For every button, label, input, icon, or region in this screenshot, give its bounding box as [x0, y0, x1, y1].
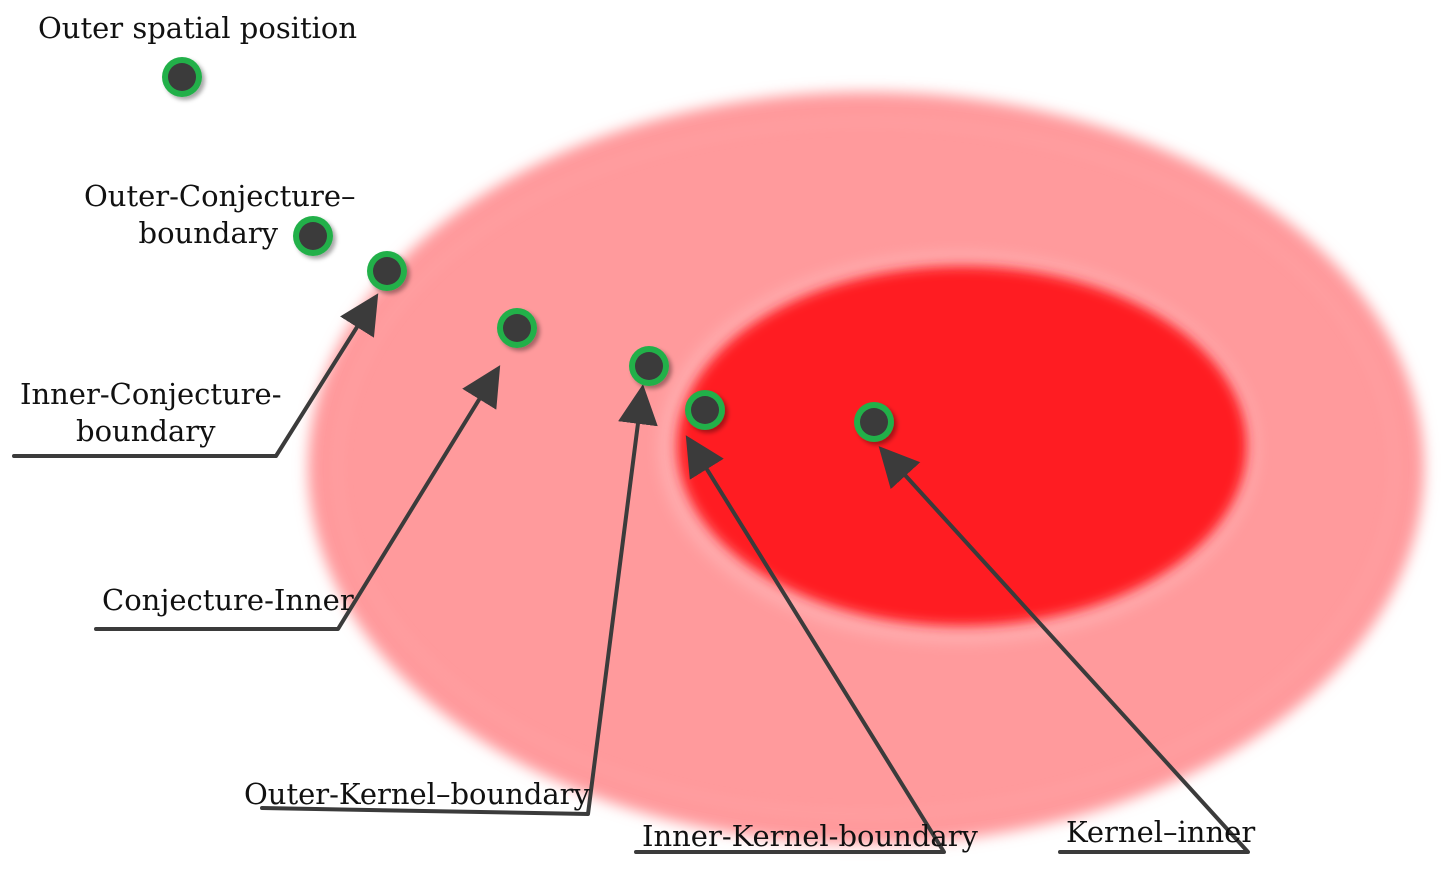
- kernel-region: [677, 266, 1247, 626]
- leader-inner-conjecture-boundary: [12, 293, 379, 458]
- label-inner-conjecture-boundary: Inner-Conjecture- boundary: [20, 376, 282, 450]
- label-inner-conjecture-boundary-line2: boundary: [76, 414, 216, 448]
- label-inner-kernel-boundary: Inner-Kernel-boundary: [642, 819, 978, 853]
- conjecture-region-edge: [336, 120, 1396, 816]
- label-inner-conjecture-boundary-line1: Inner-Conjecture-: [20, 377, 282, 411]
- label-outer-conjecture-boundary-line1: Outer-Conjecture–: [84, 179, 356, 213]
- point-inner-kernel-boundary: [685, 390, 725, 430]
- leader-outer-kernel-boundary: [260, 384, 658, 816]
- point-kernel-inner: [854, 402, 894, 442]
- leader-conjecture-inner: [94, 365, 501, 631]
- point-outer-kernel-boundary: [629, 346, 669, 386]
- leader-kernel-inner: [878, 446, 1250, 854]
- point-inner-conjecture-boundary: [367, 251, 407, 291]
- point-outer-spatial-position: [162, 57, 202, 97]
- point-outer-conjecture-boundary: [293, 216, 333, 256]
- leader-inner-kernel-boundary: [634, 435, 946, 854]
- label-outer-conjecture-boundary: Outer-Conjecture– boundary: [84, 178, 356, 252]
- label-outer-spatial-position: Outer spatial position: [38, 11, 358, 45]
- point-conjecture-inner: [497, 308, 537, 348]
- label-outer-kernel-boundary: Outer-Kernel–boundary: [244, 777, 590, 811]
- label-conjecture-inner: Conjecture-Inner: [102, 583, 354, 617]
- label-kernel-inner: Kernel–inner: [1066, 815, 1256, 849]
- label-outer-conjecture-boundary-line2: boundary: [138, 216, 278, 250]
